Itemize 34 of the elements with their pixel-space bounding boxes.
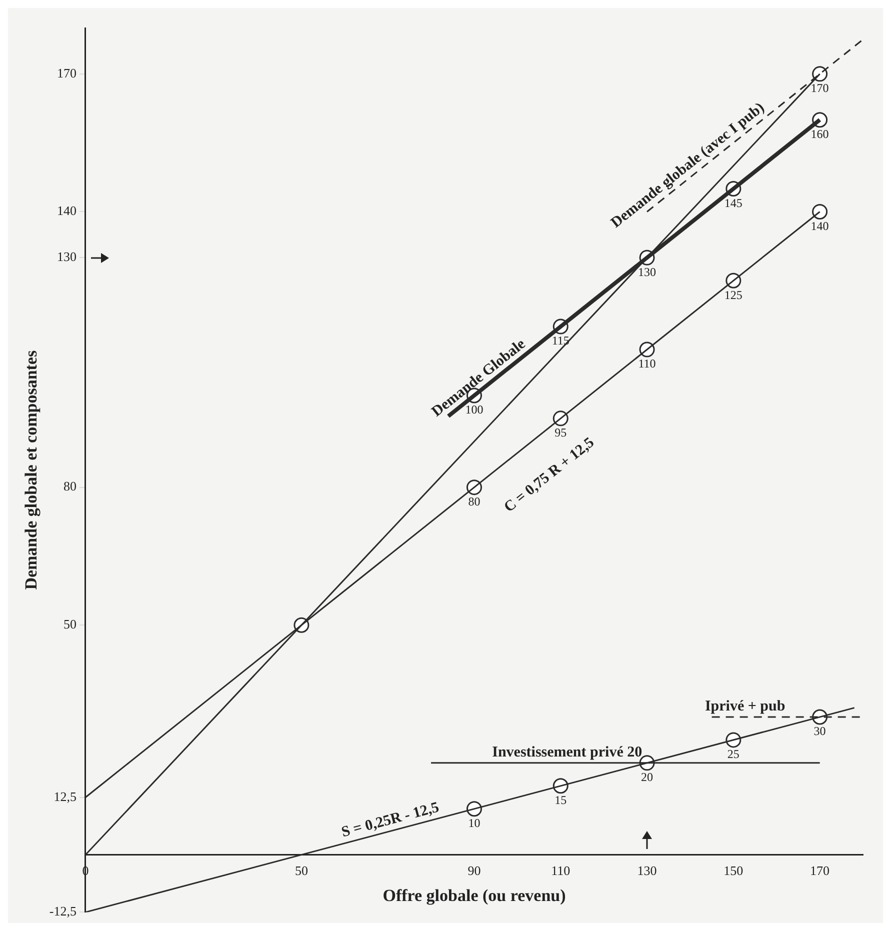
x-tick-label: 150 (724, 863, 744, 878)
data-label: 95 (554, 426, 567, 440)
data-label: 25 (727, 747, 740, 762)
y-tick-label: 12,5 (54, 788, 76, 804)
series-label: Investissement privé 20 (492, 744, 642, 760)
point (812, 204, 828, 220)
y-tick-label: 140 (56, 203, 76, 218)
x-axis-title: Offre globale (ou revenu) (382, 886, 566, 905)
y-tick-label: -12,5 (49, 904, 76, 919)
series-label: Iprivé + pub (704, 698, 786, 714)
x-tick-label: 110 (551, 863, 570, 878)
y-axis-title: Demande globale et composantes (22, 350, 41, 590)
x-tick-label: 130 (637, 863, 657, 878)
data-label: 20 (641, 770, 654, 784)
data-label: 15 (554, 793, 567, 808)
text: S = 0,25R - 12,5 (340, 800, 441, 841)
data-label: 110 (638, 356, 656, 371)
data-label: 170 (810, 81, 829, 96)
data-label: 160 (810, 127, 829, 142)
x-tick-label: 170 (810, 863, 830, 878)
y-tick-label: 50 (63, 616, 76, 632)
y-tick-label: 80 (63, 478, 76, 494)
data-label: 125 (724, 288, 742, 302)
data-label: 10 (468, 816, 480, 830)
data-label: 30 (814, 724, 826, 738)
data-label: 130 (638, 264, 656, 279)
y-tick-label: 170 (56, 65, 76, 80)
data-label: 80 (468, 494, 480, 508)
y-tick-label: 130 (56, 249, 76, 264)
data-label: 140 (810, 218, 829, 233)
data-label: 145 (724, 196, 742, 210)
x-tick-label: 50 (294, 863, 308, 878)
data-label: 115 (552, 334, 570, 348)
x-tick-label: 90 (468, 863, 481, 878)
